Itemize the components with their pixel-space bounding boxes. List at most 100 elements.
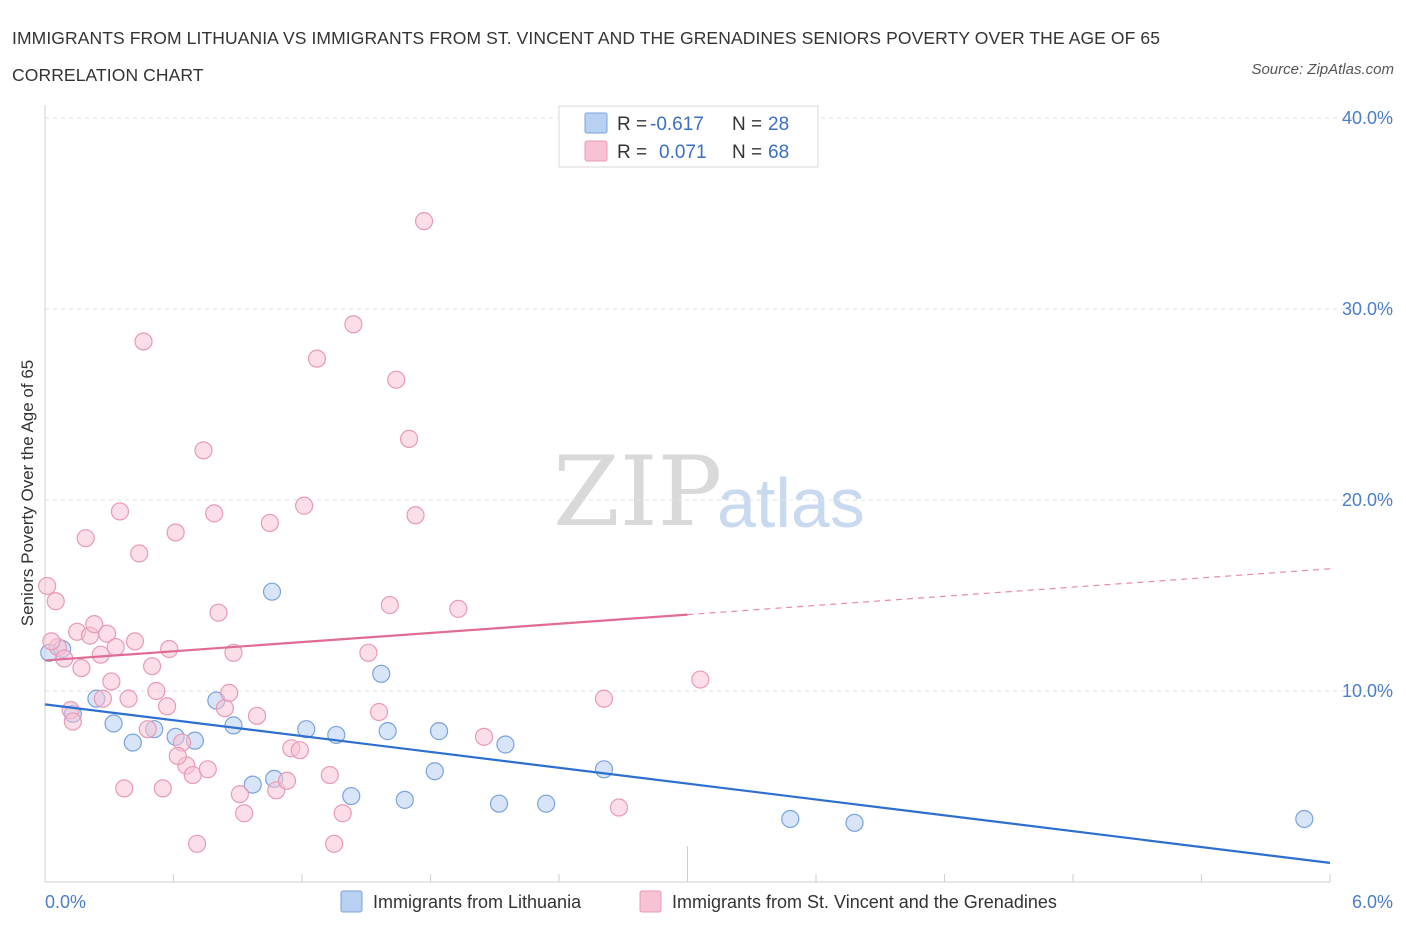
stvincent-point-33 <box>205 504 224 523</box>
stvincent-point-57 <box>406 506 425 525</box>
y-tick-labels: 10.0% 20.0% 30.0% 40.0% <box>1342 108 1393 701</box>
stvincent-point-37 <box>224 643 243 662</box>
lithuania-point-28 <box>1295 809 1314 829</box>
chart-title: IMMIGRANTS FROM LITHUANIA VS IMMIGRANTS … <box>12 28 1161 85</box>
stvincent-point-35 <box>215 699 234 718</box>
grid-lines <box>45 117 1392 692</box>
stvincent-point-50 <box>333 804 352 823</box>
x-tick-labels: 0.0% 6.0% <box>45 892 1393 912</box>
lithuania-point-20 <box>429 722 449 741</box>
lithuania-point-4 <box>104 714 123 733</box>
correlation-legend: R = -0.617 N = 28 R = 0.071 N = 68 <box>558 105 819 168</box>
stvincent-point-7 <box>76 529 95 548</box>
y-tick-label-3: 40.0% <box>1342 108 1393 128</box>
legend-r-value-stvincent: 0.071 <box>659 142 707 163</box>
stvincent-point-63 <box>691 670 710 689</box>
lithuania-point-19 <box>395 790 414 809</box>
legend-swatch-lithuania <box>584 112 608 134</box>
x-tick-label-0: 0.0% <box>45 892 86 912</box>
legend-n-label-lithuania: N = <box>732 114 762 135</box>
lithuania-point-10 <box>224 716 243 735</box>
stvincent-point-23 <box>147 681 166 701</box>
lithuania-point-16 <box>342 786 361 806</box>
stvincent-point-16 <box>115 779 134 798</box>
stvincent-point-32 <box>198 760 217 779</box>
lithuania-point-11 <box>243 775 262 794</box>
y-tick-label-0: 10.0% <box>1342 681 1393 701</box>
stvincent-point-55 <box>387 370 406 389</box>
stvincent-point-60 <box>474 727 494 746</box>
stvincent-point-34 <box>209 603 228 622</box>
legend-n-value-stvincent: 68 <box>768 142 789 163</box>
legend-swatch-stvincent <box>584 140 608 162</box>
stvincent-point-20 <box>134 332 153 351</box>
y-axis-label: Seniors Poverty Over the Age of 65 <box>18 360 37 626</box>
stvincent-point-67 <box>168 746 187 766</box>
stvincent-point-18 <box>125 632 145 651</box>
stvincent-point-30 <box>187 834 207 853</box>
stvincent-point-59 <box>449 599 468 618</box>
stvincent-point-43 <box>277 771 297 790</box>
stvincent-point-25 <box>160 639 179 659</box>
lithuania-point-13 <box>262 582 282 601</box>
legend-n-label-stvincent: N = <box>732 142 762 163</box>
stvincent-point-40 <box>247 706 267 725</box>
bottom-legend-label-stvincent: Immigrants from St. Vincent and the Gren… <box>672 892 1057 912</box>
lithuania-point-22 <box>489 794 509 813</box>
stvincent-point-17 <box>119 689 138 708</box>
stvincent-point-10 <box>91 645 110 664</box>
x-tick-label-1: 6.0% <box>1352 892 1393 912</box>
stvincent-point-9 <box>85 615 104 634</box>
legend-r-label-stvincent: R = <box>617 142 647 163</box>
stvincent-point-13 <box>102 672 121 691</box>
stvincent-point-31 <box>194 441 213 460</box>
lithuania-point-24 <box>537 794 556 813</box>
stvincent-point-15 <box>110 502 130 521</box>
lithuania-point-17 <box>372 664 391 683</box>
bottom-legend-swatch-stvincent <box>639 890 662 913</box>
stvincent-point-62 <box>609 798 629 817</box>
stvincent-point-49 <box>325 834 344 853</box>
stvincent-point-36 <box>220 683 239 703</box>
axes <box>44 105 1331 883</box>
stvincent-point-22 <box>142 657 162 676</box>
stvincent-point-47 <box>307 349 327 368</box>
stvincent-point-26 <box>166 523 185 542</box>
lithuania-point-26 <box>781 809 800 829</box>
stvincent-point-53 <box>370 702 389 722</box>
legend-r-label-lithuania: R = <box>617 114 647 135</box>
legend-n-value-lithuania: 28 <box>768 114 789 135</box>
bottom-legend-swatch-lithuania <box>340 890 363 913</box>
stvincent-point-58 <box>414 212 434 231</box>
stvincent-point-64 <box>42 632 61 651</box>
stvincent-point-24 <box>153 779 172 798</box>
lithuania-point-5 <box>123 733 142 752</box>
stvincent-point-21 <box>138 720 157 739</box>
stvincent-point-19 <box>130 544 149 563</box>
stvincent-point-46 <box>295 496 314 515</box>
lithuania-point-27 <box>845 813 864 832</box>
stvincent-point-52 <box>359 643 378 662</box>
bottom-legend-label-lithuania: Immigrants from Lithuania <box>373 892 582 912</box>
stvincent-point-1 <box>46 592 65 611</box>
stvincent-point-5 <box>63 712 82 731</box>
trend-lines <box>44 568 1331 864</box>
stvincent-point-39 <box>235 804 254 823</box>
stvincent-point-48 <box>320 765 339 785</box>
watermark-zip: ZIP <box>553 436 722 548</box>
lithuania-point-23 <box>496 735 515 754</box>
stvincent-point-14 <box>106 637 125 657</box>
lithuania-trend-line <box>44 703 1331 864</box>
stvincent-point-54 <box>380 595 399 615</box>
stvincent-point-12 <box>98 624 117 643</box>
watermark-atlas: atlas <box>717 464 865 542</box>
y-tick-label-2: 30.0% <box>1342 299 1393 319</box>
lithuania-point-21 <box>425 762 444 781</box>
stvincent-point-0 <box>38 576 57 596</box>
stvincent-trend-line <box>44 613 688 662</box>
stvincent-point-65 <box>72 658 91 678</box>
source-credit: Source: ZipAtlas.com <box>1251 61 1394 78</box>
y-tick-label-1: 20.0% <box>1342 490 1393 510</box>
stvincent-point-51 <box>344 315 363 334</box>
